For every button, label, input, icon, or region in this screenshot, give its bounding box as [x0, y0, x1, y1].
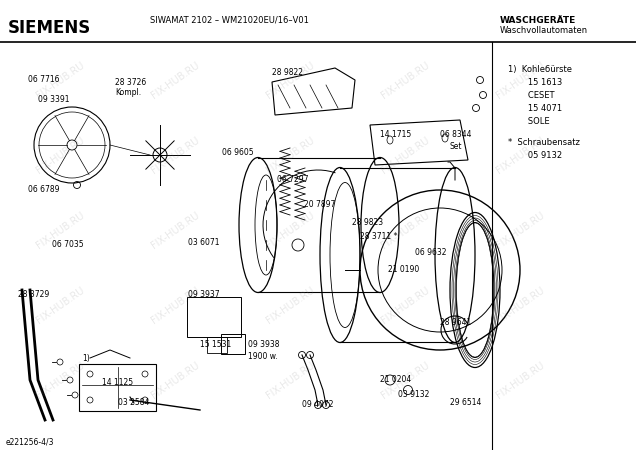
- Text: 06 9605: 06 9605: [222, 148, 254, 157]
- Text: FIX-HUB.RU: FIX-HUB.RU: [149, 210, 201, 250]
- Text: FIX-HUB.RU: FIX-HUB.RU: [494, 210, 546, 250]
- Text: 21 0190: 21 0190: [388, 265, 419, 274]
- Text: FIX-HUB.RU: FIX-HUB.RU: [379, 135, 431, 175]
- Text: 09 3391: 09 3391: [38, 95, 69, 104]
- Text: FIX-HUB.RU: FIX-HUB.RU: [379, 210, 431, 250]
- Text: 06 8344: 06 8344: [440, 130, 471, 139]
- Text: 15 1531: 15 1531: [200, 340, 232, 349]
- Text: FIX-HUB.RU: FIX-HUB.RU: [34, 360, 86, 400]
- Text: FIX-HUB.RU: FIX-HUB.RU: [494, 285, 546, 325]
- Text: SIEMENS: SIEMENS: [8, 19, 91, 37]
- Text: FIX-HUB.RU: FIX-HUB.RU: [34, 60, 86, 100]
- Text: 15 4071: 15 4071: [520, 104, 562, 113]
- Text: FIX-HUB.RU: FIX-HUB.RU: [264, 285, 316, 325]
- Text: 28 9641: 28 9641: [440, 318, 471, 327]
- Text: FIX-HUB.RU: FIX-HUB.RU: [379, 285, 431, 325]
- Text: 1): 1): [82, 354, 90, 363]
- Text: FIX-HUB.RU: FIX-HUB.RU: [379, 360, 431, 400]
- Text: 06 7716: 06 7716: [28, 75, 60, 84]
- Text: FIX-HUB.RU: FIX-HUB.RU: [149, 60, 201, 100]
- Text: WASCHGERÄTE: WASCHGERÄTE: [500, 16, 576, 25]
- Text: FIX-HUB.RU: FIX-HUB.RU: [379, 60, 431, 100]
- Text: 28 3711 *: 28 3711 *: [360, 232, 398, 241]
- Text: 29 6514: 29 6514: [450, 398, 481, 407]
- Text: FIX-HUB.RU: FIX-HUB.RU: [264, 135, 316, 175]
- Text: FIX-HUB.RU: FIX-HUB.RU: [34, 135, 86, 175]
- Text: 1900 w.: 1900 w.: [248, 352, 278, 361]
- Text: FIX-HUB.RU: FIX-HUB.RU: [149, 360, 201, 400]
- Text: FIX-HUB.RU: FIX-HUB.RU: [264, 360, 316, 400]
- Text: CESET: CESET: [520, 91, 555, 100]
- Text: FIX-HUB.RU: FIX-HUB.RU: [494, 360, 546, 400]
- Text: FIX-HUB.RU: FIX-HUB.RU: [34, 285, 86, 325]
- Text: FIX-HUB.RU: FIX-HUB.RU: [494, 60, 546, 100]
- Text: 03 2584: 03 2584: [118, 398, 149, 407]
- Text: 28 3729: 28 3729: [18, 290, 49, 299]
- Text: FIX-HUB.RU: FIX-HUB.RU: [264, 210, 316, 250]
- Text: 03 6071: 03 6071: [188, 238, 219, 247]
- Text: 20 7897: 20 7897: [304, 200, 335, 209]
- Text: FIX-HUB.RU: FIX-HUB.RU: [34, 210, 86, 250]
- Text: 21 0204: 21 0204: [380, 375, 411, 384]
- Text: 09 3938: 09 3938: [248, 340, 279, 349]
- Text: 03 9132: 03 9132: [398, 390, 429, 399]
- Text: 06 7035: 06 7035: [52, 240, 83, 249]
- Text: 06 9632: 06 9632: [415, 248, 446, 257]
- Text: 09 4072: 09 4072: [302, 400, 333, 409]
- Text: 09 3937: 09 3937: [188, 290, 219, 299]
- Text: SOLE: SOLE: [520, 117, 550, 126]
- Text: 28 3726: 28 3726: [115, 78, 146, 87]
- Text: Waschvollautomaten: Waschvollautomaten: [500, 26, 588, 35]
- Text: SIWAMAT 2102 – WM21020EU/16–V01: SIWAMAT 2102 – WM21020EU/16–V01: [150, 15, 309, 24]
- Text: 05 9132: 05 9132: [520, 151, 562, 160]
- Text: 28 9822: 28 9822: [272, 68, 303, 77]
- Text: FIX-HUB.RU: FIX-HUB.RU: [149, 135, 201, 175]
- Text: e221256-4/3: e221256-4/3: [6, 437, 55, 446]
- Text: Set: Set: [450, 142, 462, 151]
- Text: FIX-HUB.RU: FIX-HUB.RU: [494, 135, 546, 175]
- Text: 15 1613: 15 1613: [520, 78, 562, 87]
- Text: 06 6789: 06 6789: [28, 185, 60, 194]
- Text: 28 9823: 28 9823: [352, 218, 383, 227]
- Text: *  Schraubensatz: * Schraubensatz: [508, 138, 580, 147]
- Text: 14 1715: 14 1715: [380, 130, 411, 139]
- Text: FIX-HUB.RU: FIX-HUB.RU: [149, 285, 201, 325]
- Text: FIX-HUB.RU: FIX-HUB.RU: [264, 60, 316, 100]
- Text: 14 1125: 14 1125: [102, 378, 133, 387]
- Text: 06 7297: 06 7297: [277, 175, 308, 184]
- Text: 1)  Kohleбürste: 1) Kohleбürste: [508, 65, 572, 74]
- Text: Kompl.: Kompl.: [115, 88, 141, 97]
